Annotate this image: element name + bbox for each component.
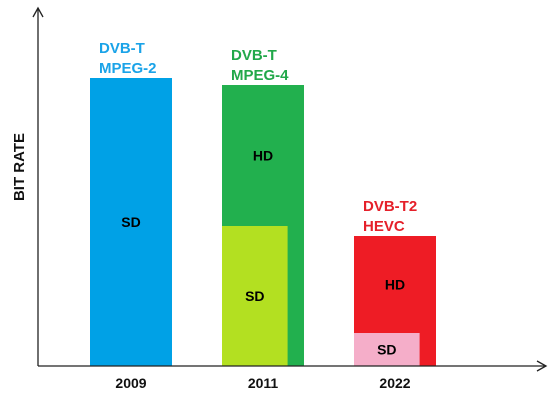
- group-label-2009-line-1: DVB-T: [99, 40, 145, 57]
- segment-label-2022-hd: HD: [385, 277, 405, 293]
- bars-layer: [90, 78, 436, 366]
- segment-label-2011-sd: SD: [245, 288, 264, 304]
- bar-2009-sd: [90, 78, 172, 366]
- labels-layer: SD 2009 DVB-T MPEG-2 SD HD 2011 DVB-T MPEG-4 SD HD…: [99, 40, 417, 391]
- group-label-2022-line-1: DVB-T2: [363, 198, 417, 215]
- bar-2022-sd: [354, 333, 420, 366]
- y-axis-arrowhead: [32, 6, 44, 18]
- segment-label-2009-sd: SD: [121, 214, 140, 230]
- y-axis-title: BIT RATE: [11, 133, 28, 201]
- x-tick-label-2011: 2011: [248, 375, 279, 391]
- group-label-2011-line-2: MPEG-4: [231, 67, 289, 84]
- bar-2011-sd: [222, 226, 288, 366]
- group-label-2022-line-2: HEVC: [363, 218, 405, 235]
- group-label-2011-line-1: DVB-T: [231, 47, 277, 64]
- segment-label-2011-hd: HD: [253, 148, 273, 164]
- x-tick-label-2009: 2009: [115, 375, 146, 391]
- segment-label-2022-sd: SD: [377, 342, 396, 358]
- x-axis-arrowhead: [536, 360, 548, 372]
- axes-layer: BIT RATE: [11, 6, 548, 372]
- group-label-2009-line-2: MPEG-2: [99, 60, 157, 77]
- x-tick-label-2022: 2022: [379, 375, 410, 391]
